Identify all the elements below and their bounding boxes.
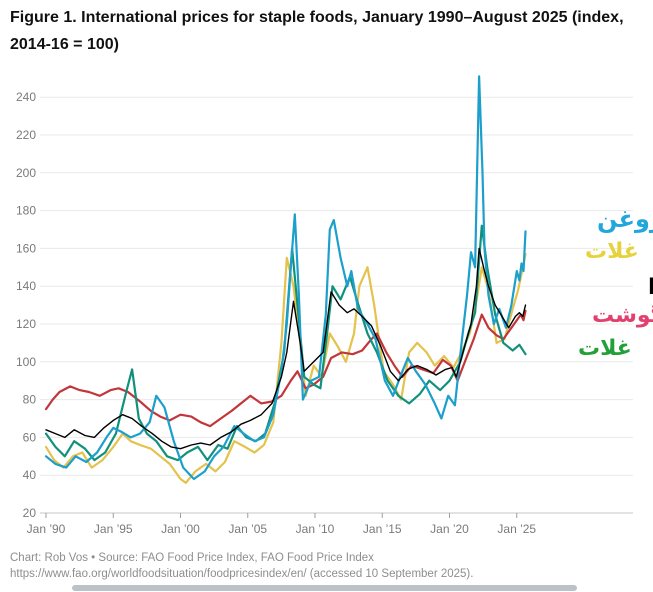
- y-tick-label: 200: [16, 166, 36, 180]
- x-tick-label: Jan ’00: [161, 522, 200, 536]
- x-tick-label: Jan ’05: [228, 522, 267, 536]
- series-line-dairy: [44, 253, 527, 484]
- figure-title: Figure 1. International prices for stapl…: [10, 9, 624, 53]
- y-tick-label: 140: [16, 279, 36, 293]
- caption-url-line: https://www.fao.org/worldfoodsituation/f…: [10, 568, 474, 580]
- y-tick-label: 40: [23, 468, 37, 482]
- y-tick-label: 160: [16, 241, 36, 255]
- series-line-oils: [44, 75, 527, 481]
- series-label-food_price: قیمت غذا: [648, 274, 653, 299]
- x-tick-label: Jan ’25: [497, 522, 536, 536]
- x-tick-label: Jan ’95: [94, 522, 133, 536]
- y-tick-label: 220: [16, 128, 36, 142]
- series-line-food_price: [45, 247, 527, 450]
- y-tick-label: 100: [16, 355, 36, 369]
- chart-caption: Chart: Rob Vos • Source: FAO Food Price …: [10, 550, 644, 582]
- y-tick-label: 240: [16, 90, 36, 104]
- y-tick-label: 20: [23, 506, 37, 520]
- y-tick-label: 180: [16, 204, 36, 218]
- caption-source-line: Chart: Rob Vos • Source: FAO Food Price …: [10, 552, 374, 564]
- x-tick-label: Jan ’90: [27, 522, 66, 536]
- horizontal-scrollbar-thumb[interactable]: [72, 585, 577, 591]
- series-label-meat: گوشت: [592, 301, 653, 328]
- series-label-cereals: غلات: [578, 335, 632, 360]
- y-tick-label: 120: [16, 317, 36, 331]
- x-tick-label: Jan ’10: [296, 522, 335, 536]
- y-tick-label: 80: [23, 393, 37, 407]
- series-label-dairy: غلات: [585, 238, 639, 263]
- x-tick-label: Jan ’15: [363, 522, 402, 536]
- y-tick-label: 60: [23, 430, 37, 444]
- price-line-chart: 20 40 60 80 100 120 140 160 180 200 220 240 Jan ’90 J…: [16, 75, 653, 536]
- series-label-oils: روغن: [597, 206, 653, 233]
- x-tick-label: Jan ’20: [430, 522, 469, 536]
